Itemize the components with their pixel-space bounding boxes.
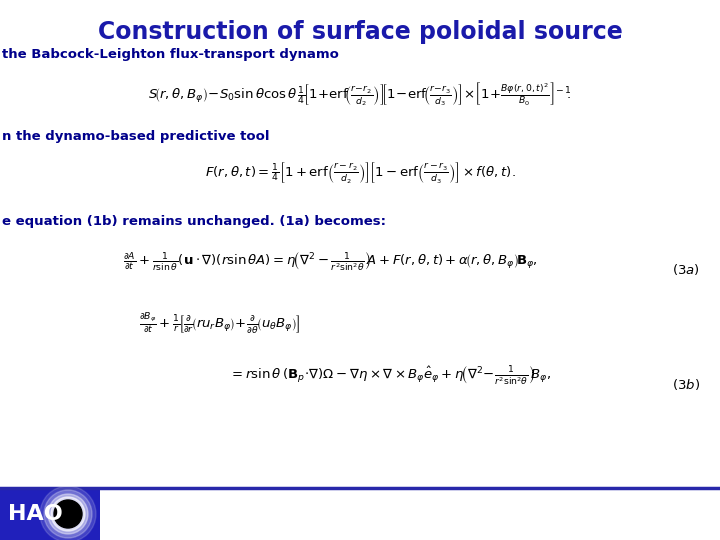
Text: $\frac{\partial A}{\partial t}+\frac{1}{r\sin\theta}(\mathbf{u}\cdot\nabla)(r\si: $\frac{\partial A}{\partial t}+\frac{1}{…: [122, 250, 537, 274]
FancyBboxPatch shape: [0, 488, 100, 540]
Text: the Babcock-Leighton flux-transport dynamo: the Babcock-Leighton flux-transport dyna…: [2, 48, 339, 61]
Circle shape: [48, 494, 88, 534]
Text: HAO: HAO: [8, 504, 63, 524]
Circle shape: [54, 500, 82, 528]
Text: e equation (1b) remains unchanged. (1a) becomes:: e equation (1b) remains unchanged. (1a) …: [2, 215, 386, 228]
Text: Construction of surface poloidal source: Construction of surface poloidal source: [98, 20, 622, 44]
Circle shape: [51, 497, 85, 531]
Text: $=r\sin\theta\,(\mathbf{B}_p\!\cdot\!\nabla)\Omega-\nabla\eta\times\nabla\times : $=r\sin\theta\,(\mathbf{B}_p\!\cdot\!\na…: [229, 365, 551, 388]
Text: $(3a)$: $(3a)$: [672, 262, 700, 277]
Text: $F(r,\theta,t)=\frac{1}{4}\left[1+\mathrm{erf}\left(\frac{r-r_2}{d_2}\right)\rig: $F(r,\theta,t)=\frac{1}{4}\left[1+\mathr…: [204, 160, 516, 185]
Text: $\frac{\partial B_\varphi}{\partial t}+\frac{1}{r}\!\left[\frac{\partial}{\parti: $\frac{\partial B_\varphi}{\partial t}+\…: [139, 310, 301, 336]
Circle shape: [40, 486, 96, 540]
Text: $(3b)$: $(3b)$: [672, 377, 700, 392]
Text: n the dynamo-based predictive tool: n the dynamo-based predictive tool: [2, 130, 269, 143]
Text: $S\!\left(r,\theta,B_\varphi\right)\!-\!S_0\sin\theta\cos\theta\,\frac{1}{4}\!\l: $S\!\left(r,\theta,B_\varphi\right)\!-\!…: [148, 80, 572, 107]
Circle shape: [44, 490, 92, 538]
